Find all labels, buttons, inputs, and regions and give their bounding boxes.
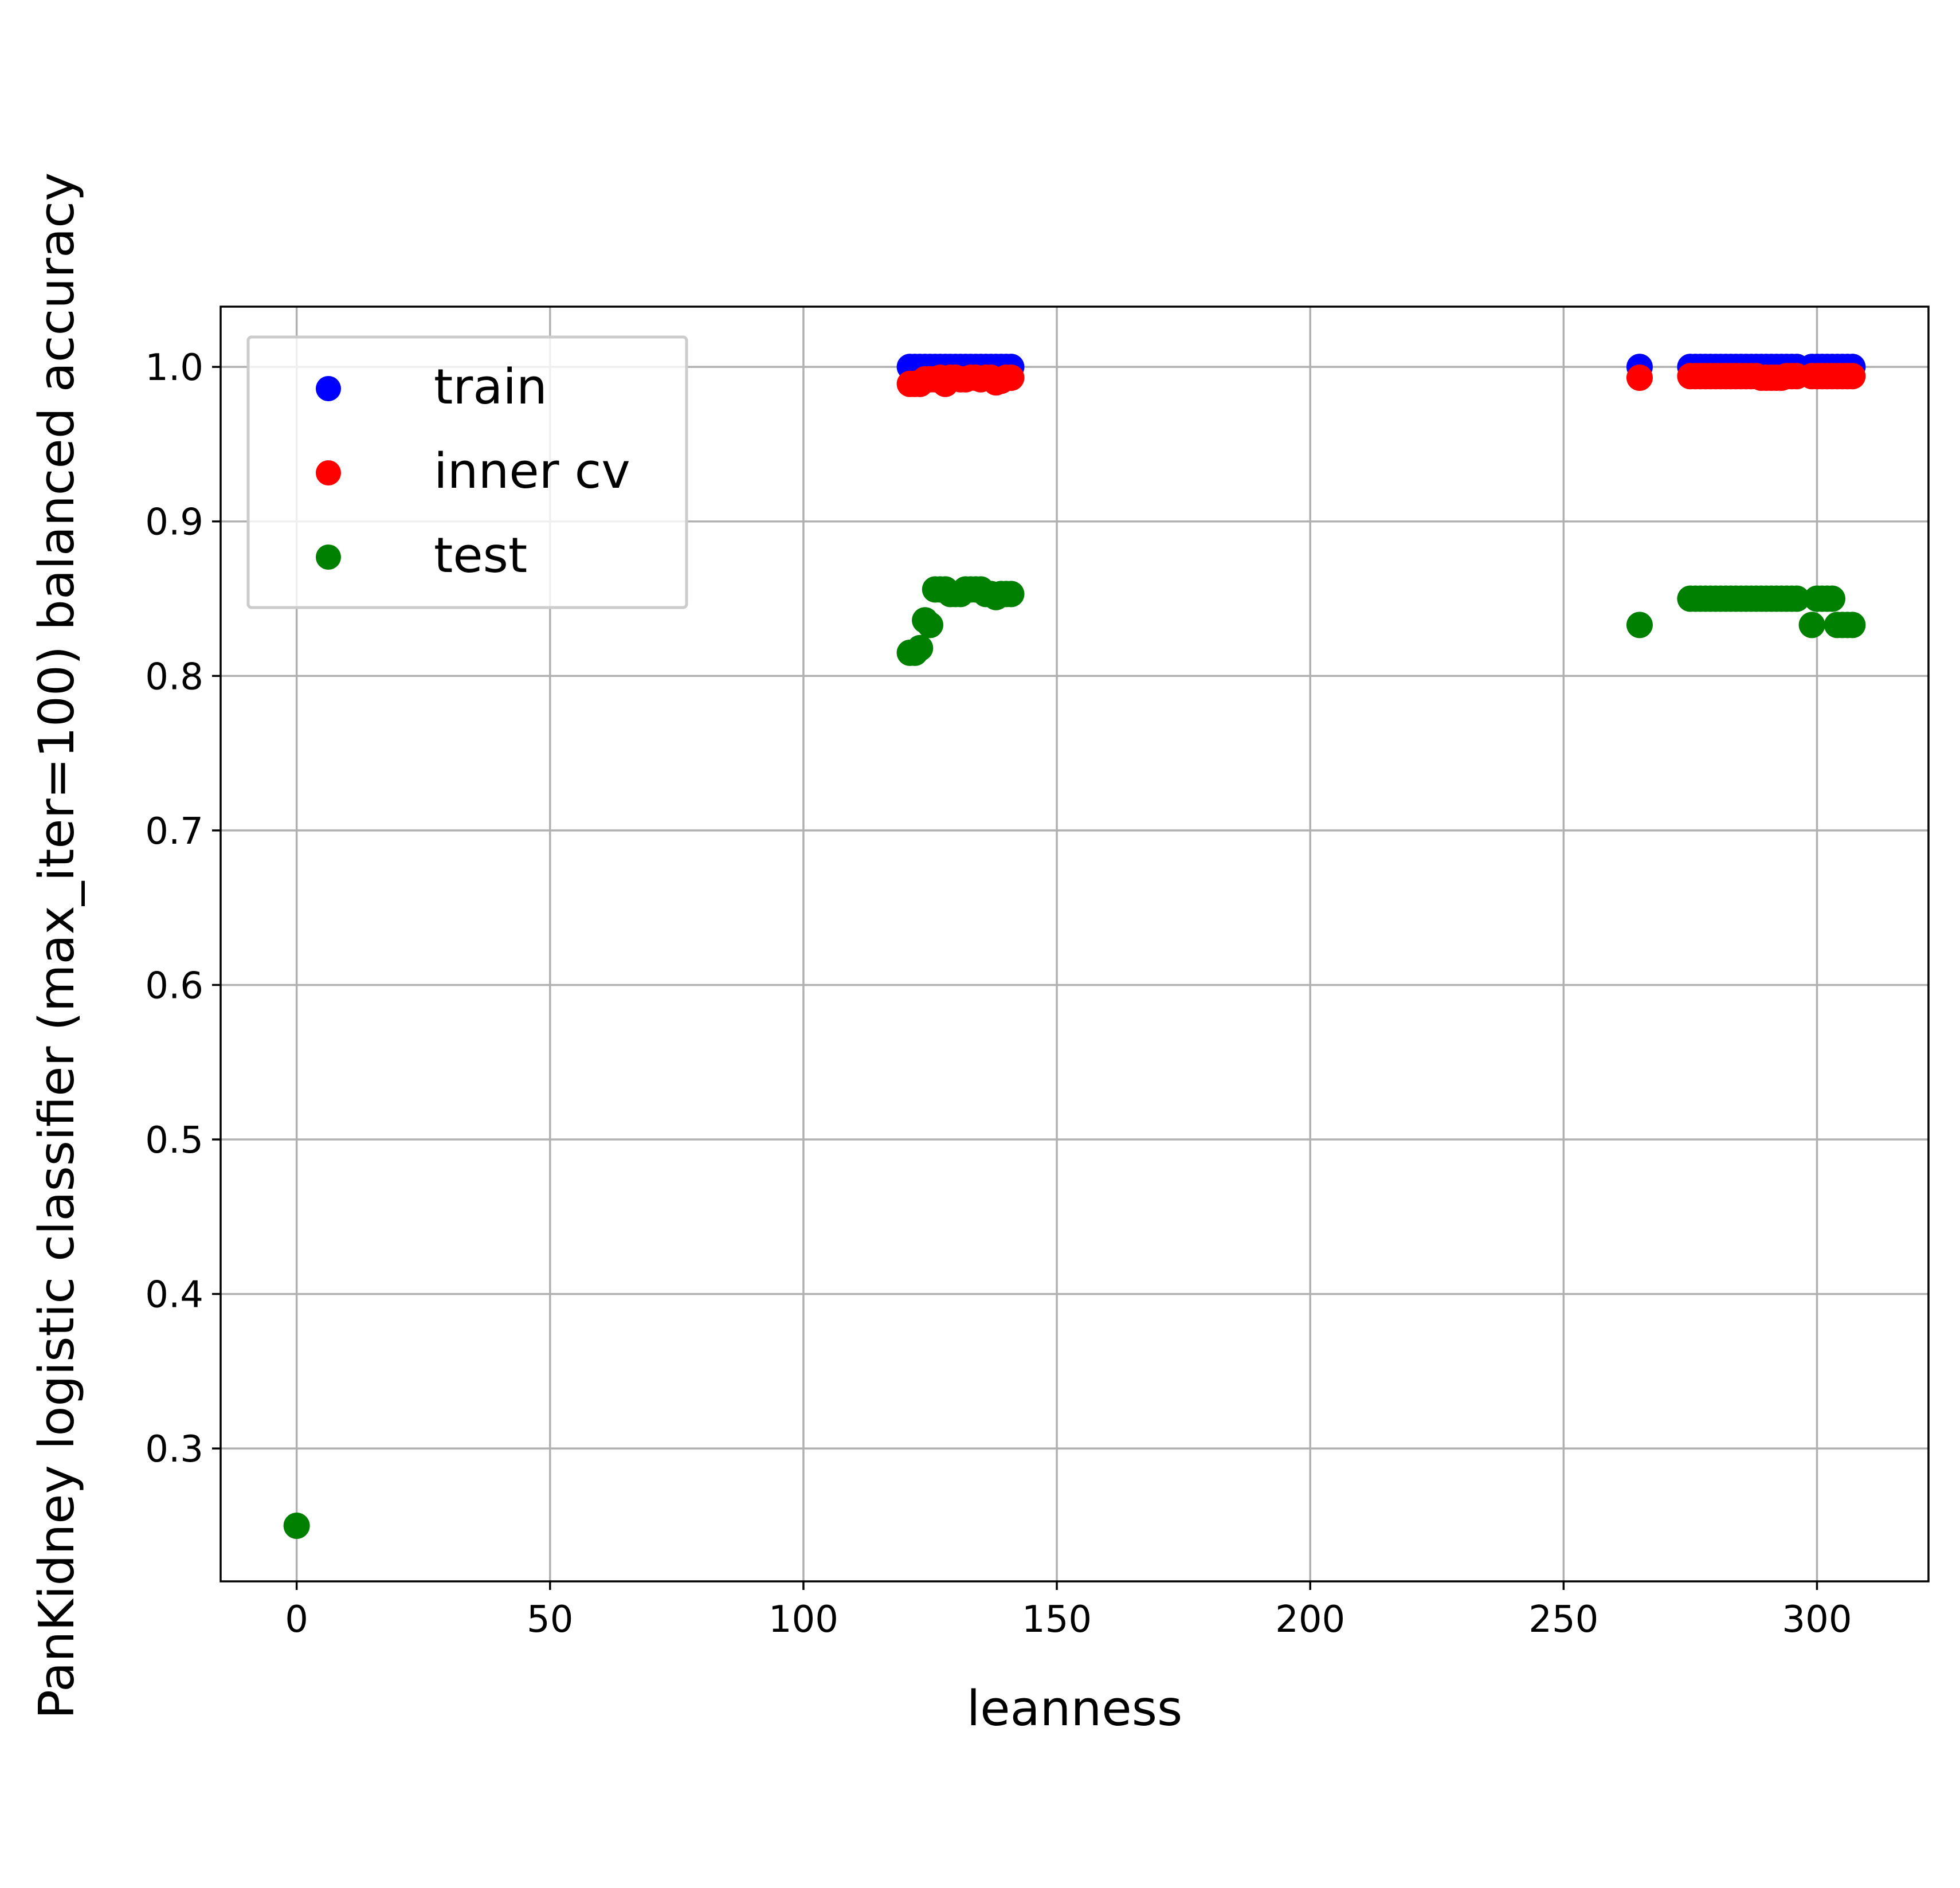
grid-lines <box>221 307 1928 1581</box>
data-point-test <box>1839 612 1866 639</box>
series-test <box>283 576 1866 1539</box>
data-point-inner-cv <box>1839 363 1866 390</box>
x-tick-label: 150 <box>1022 1599 1092 1641</box>
data-point-inner-cv <box>998 365 1025 391</box>
legend-marker-test <box>316 545 341 570</box>
data-point-test <box>1818 585 1845 612</box>
y-axis-title: PanKidney logistic classifier (max_iter=… <box>29 173 85 1719</box>
legend-label-test: test <box>434 527 527 584</box>
data-point-test <box>916 612 943 639</box>
y-tick-label: 1.0 <box>145 347 203 389</box>
y-tick-label: 0.5 <box>145 1119 203 1162</box>
y-tick-label: 0.9 <box>145 502 203 544</box>
x-tick-label: 0 <box>285 1599 308 1641</box>
data-points <box>283 354 1866 1539</box>
y-tick-label: 0.8 <box>145 656 203 698</box>
data-point-test <box>998 581 1025 608</box>
legend-box <box>246 335 688 609</box>
x-tick-label: 50 <box>527 1599 573 1641</box>
y-tick-label: 0.4 <box>145 1274 203 1317</box>
legend-marker-inner-cv <box>316 460 341 485</box>
legend-marker-train <box>316 376 341 401</box>
legend: train inner cv test <box>246 335 688 609</box>
y-tick-label: 0.3 <box>145 1428 203 1471</box>
x-axis-title: leanness <box>967 1681 1183 1737</box>
legend-label-train: train <box>434 359 547 416</box>
y-tick-label: 0.6 <box>145 965 203 1007</box>
axis-ticks: 0 50 100 150 200 250 300 0.3 0.4 0.5 0.6 0.7 0.8 0.9 1… <box>145 347 1852 1641</box>
data-point-test <box>283 1512 310 1539</box>
data-point-inner-cv <box>1626 365 1653 391</box>
series-inner-cv <box>896 363 1866 397</box>
x-tick-label: 200 <box>1275 1599 1345 1641</box>
y-tick-label: 0.7 <box>145 810 203 853</box>
plot-frame <box>219 305 1930 1583</box>
legend-label-inner-cv: inner cv <box>434 443 630 500</box>
data-point-test <box>907 634 934 661</box>
data-point-test <box>1798 612 1825 639</box>
data-point-test <box>1783 585 1810 612</box>
x-tick-label: 250 <box>1528 1599 1598 1641</box>
x-tick-label: 100 <box>769 1599 838 1641</box>
x-tick-label: 300 <box>1782 1599 1852 1641</box>
data-point-test <box>1626 612 1653 639</box>
